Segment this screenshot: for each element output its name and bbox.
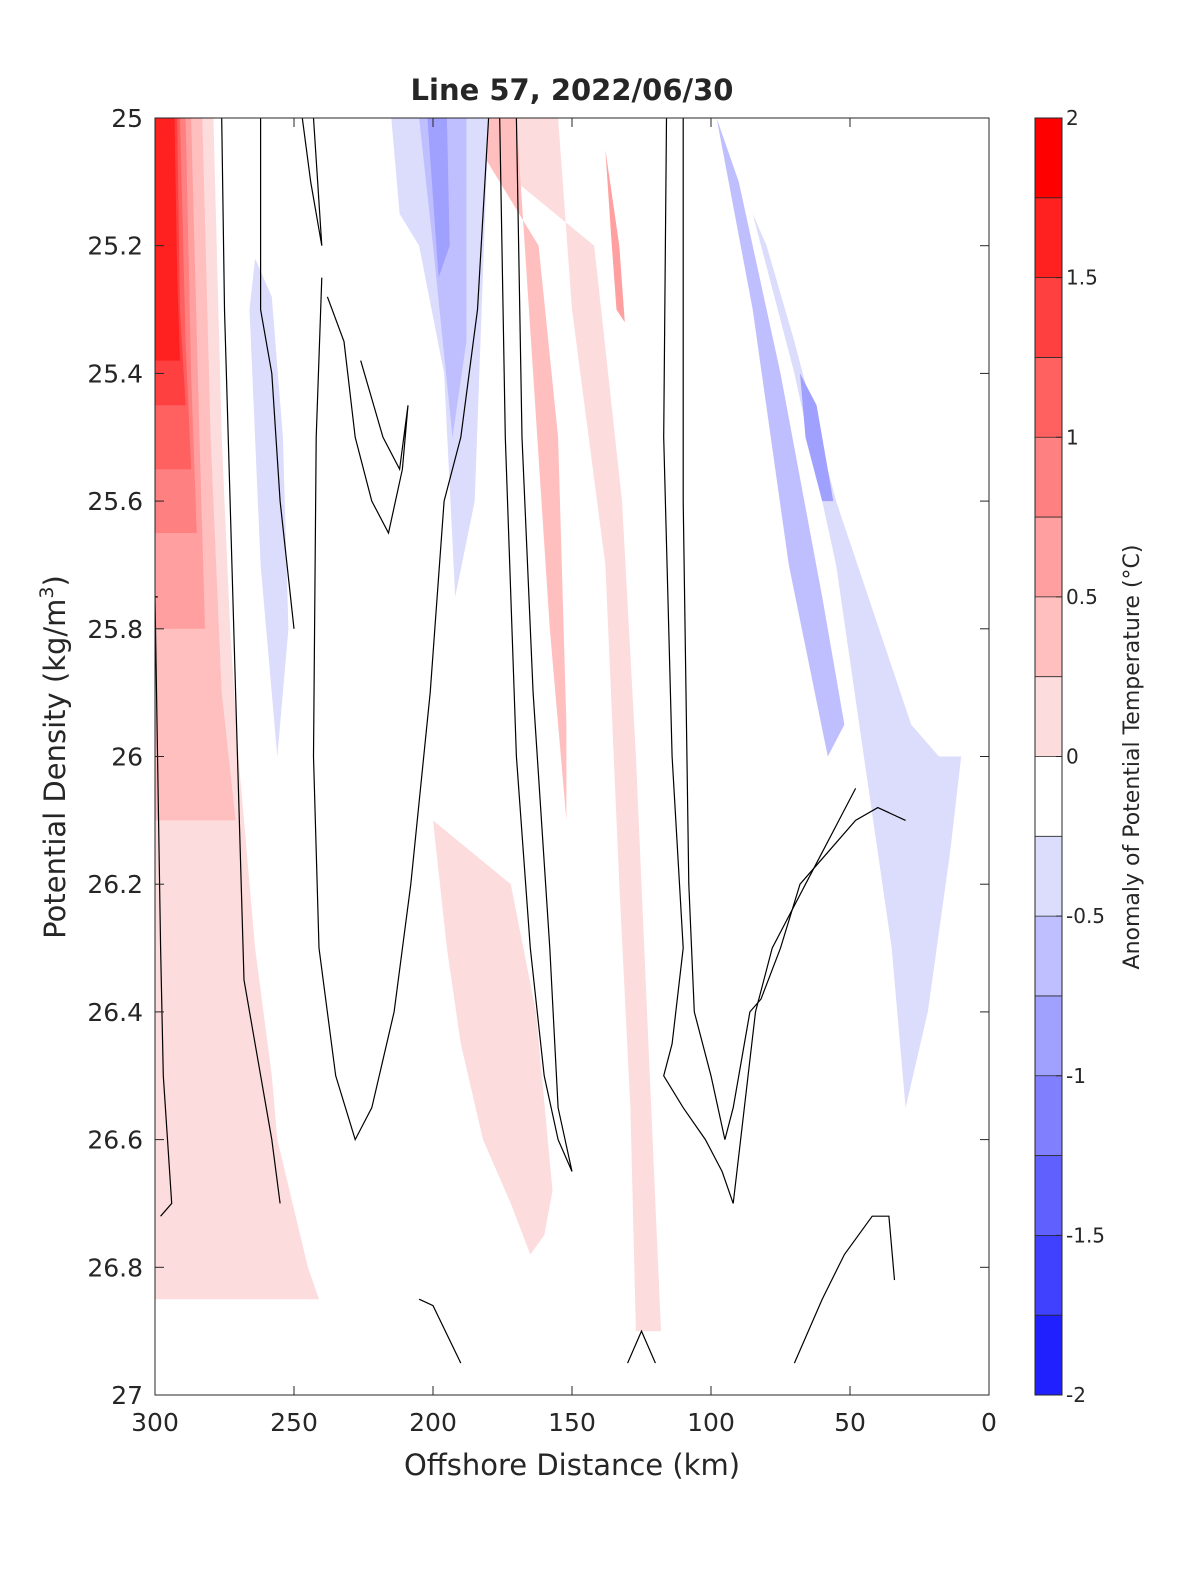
filled-region-4 [460,118,567,821]
y-axis: 25 25.2 25.4 25.6 25.8 26 26.2 26.4 26.6 26.8 27 [87,104,989,1410]
y-tick-label: 26.2 [87,870,143,899]
colorbar-tick-label: 0.5 [1066,585,1098,609]
colorbar-band [1035,197,1062,279]
x-axis-label: Offshore Distance (km) [404,1448,740,1482]
y-tick-label: 25.8 [87,615,143,644]
filled-region-13 [711,118,962,1108]
colorbar-tick-label: 0 [1066,745,1079,769]
colorbar-band [1035,1075,1062,1157]
colorbar-band [1035,437,1062,518]
colorbar-label: Anomaly of Potential Temperature (°C) [1120,545,1145,970]
y-axis-label: Potential Density (kg/m3) [36,575,72,939]
x-tick-label: 250 [270,1408,318,1437]
filled-region-15 [716,118,845,757]
zero-contour-1 [221,118,281,1204]
colorbar-tick-label: -1.5 [1066,1223,1105,1247]
x-tick-label: 50 [834,1408,866,1437]
colorbar-tick-label: -2 [1066,1383,1086,1407]
y-axis-label-superscript: 3 [36,586,58,598]
x-axis: 300 250 200 150 100 50 0 [131,118,997,1437]
filled-region-6 [605,149,625,323]
zero-contour-10 [418,1298,462,1364]
zero-contour-6 [499,118,573,1172]
colorbar-band [1035,1155,1062,1236]
colorbar-tick-label: -1 [1066,1064,1086,1088]
zero-contour-8 [682,118,906,1140]
y-tick-label: 25 [111,104,143,133]
colorbar-band [1035,676,1062,757]
zero-contour-11 [627,1329,656,1364]
y-tick-label: 26 [111,743,143,772]
x-tick-label: 200 [409,1408,457,1437]
x-tick-label: 0 [981,1408,997,1437]
colorbar-band [1035,596,1062,678]
colorbar-band [1035,995,1062,1077]
zero-contour-2 [260,118,295,629]
colorbar-band [1035,916,1062,997]
filled-region-14 [419,118,467,438]
colorbar-tick-label: 2 [1066,106,1079,130]
y-tick-label: 25.6 [87,487,143,516]
colorbar-band [1035,118,1062,199]
filled-region-1 [438,118,661,1332]
colorbar-band [1035,517,1062,598]
colorbar-band [1035,756,1062,837]
y-tick-label: 25.4 [87,359,143,388]
y-axis-label-close: ) [38,575,72,586]
colorbar-tick-label: 1 [1066,425,1079,449]
colorbar-band [1035,277,1062,358]
filled-region-11 [249,258,289,757]
x-tick-label: 150 [548,1408,596,1437]
filled-region-16 [427,118,450,278]
x-tick-label: 300 [131,1408,179,1437]
filled-contours [155,118,962,1332]
chart-title: Line 57, 2022/06/30 [411,73,734,107]
zero-contour-3 [301,118,323,246]
x-tick-label: 100 [687,1408,735,1437]
zero-contour-4 [326,296,409,535]
zero-contour-9 [793,1215,896,1364]
colorbar-band [1035,1235,1062,1316]
colorbar: 2 1.5 1 0.5 0 -0.5 -1 -1.5 -2 [1034,106,1105,1407]
y-axis-label-main: Potential Density (kg/m [38,599,72,939]
y-tick-label: 27 [111,1381,143,1410]
colorbar-band [1035,357,1062,438]
colorbar-band [1035,1315,1062,1396]
y-tick-label: 26.4 [87,998,143,1027]
filled-region-17 [800,373,834,502]
colorbar-band [1035,836,1062,917]
colorbar-tick-label: -0.5 [1066,904,1105,928]
colorbar-tick-label: 1.5 [1066,266,1098,290]
filled-region-10 [155,118,180,361]
y-tick-label: 25.2 [87,232,143,261]
filled-region-2 [433,820,553,1255]
y-tick-label: 26.6 [87,1126,143,1155]
zero-contour-5 [312,118,490,1142]
y-tick-label: 26.8 [87,1253,143,1282]
